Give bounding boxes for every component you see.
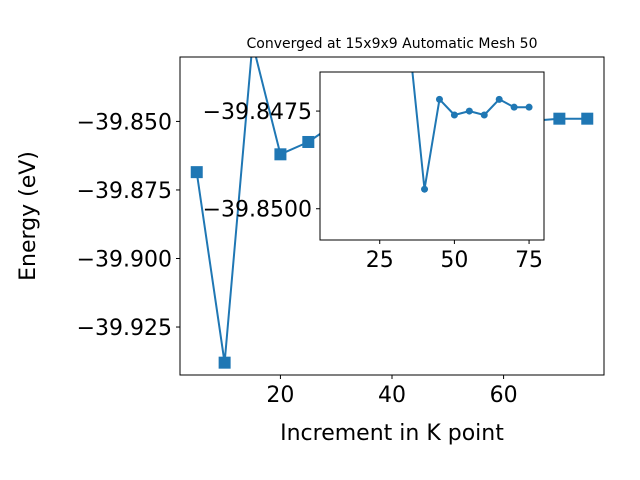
main-y-tick-label: −39.900 xyxy=(77,247,172,272)
inset-chart: 25 50 75 −39.8500 −39.8475 xyxy=(203,71,545,273)
inset-data-point xyxy=(480,111,488,119)
main-data-point xyxy=(218,356,231,369)
main-data-point xyxy=(190,166,203,179)
main-x-tick-label: 60 xyxy=(490,383,518,408)
main-x-tick-label: 40 xyxy=(378,383,406,408)
main-y-tick-label: −39.925 xyxy=(77,316,172,341)
main-data-point xyxy=(302,135,315,148)
inset-background xyxy=(320,72,544,240)
inset-y-tick-label: −39.8500 xyxy=(203,198,312,223)
inset-data-point xyxy=(421,185,429,193)
inset-x-tick-label: 75 xyxy=(515,248,543,273)
inset-data-point xyxy=(465,107,473,115)
inset-x-ticks: 25 50 75 xyxy=(366,240,543,273)
main-y-tick-label: −39.850 xyxy=(77,110,172,135)
inset-data-point xyxy=(435,95,443,103)
inset-data-point xyxy=(495,95,503,103)
inset-y-tick-label: −39.8475 xyxy=(203,100,312,125)
main-data-point xyxy=(581,112,594,125)
main-data-point xyxy=(274,148,287,161)
chart-title: Converged at 15x9x9 Automatic Mesh 50 xyxy=(247,36,538,52)
main-data-point xyxy=(553,112,566,125)
main-x-ticks: 20 40 60 xyxy=(266,375,518,408)
inset-x-tick-label: 25 xyxy=(366,248,394,273)
inset-plot-area xyxy=(411,72,533,193)
x-axis-label: Increment in K point xyxy=(280,421,504,446)
inset-x-tick-label: 50 xyxy=(440,248,468,273)
main-y-ticks: −39.850 −39.875 −39.900 −39.925 xyxy=(77,110,180,341)
inset-data-point xyxy=(510,103,518,111)
inset-data-point xyxy=(450,111,458,119)
inset-y-ticks: −39.8500 −39.8475 xyxy=(203,100,320,223)
main-y-tick-label: −39.875 xyxy=(77,179,172,204)
inset-axes-frame xyxy=(319,71,545,241)
main-x-tick-label: 20 xyxy=(266,383,294,408)
y-axis-label: Energy (eV) xyxy=(16,151,41,281)
inset-data-point xyxy=(525,103,533,111)
